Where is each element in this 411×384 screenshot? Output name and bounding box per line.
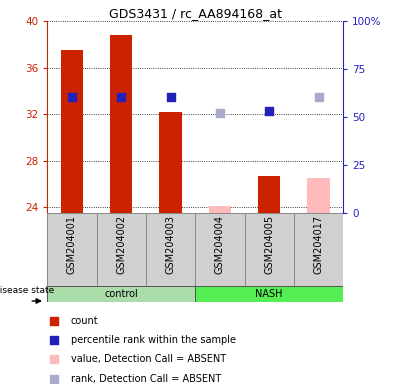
Bar — [209, 206, 231, 213]
Text: NASH: NASH — [256, 289, 283, 299]
Text: value, Detection Call = ABSENT: value, Detection Call = ABSENT — [71, 354, 226, 364]
Text: rank, Detection Call = ABSENT: rank, Detection Call = ABSENT — [71, 374, 221, 384]
Bar — [294, 213, 343, 286]
Bar — [195, 213, 245, 286]
Text: percentile rank within the sample: percentile rank within the sample — [71, 335, 236, 345]
Bar — [258, 176, 280, 213]
Bar — [195, 286, 343, 302]
Bar — [47, 286, 195, 302]
Point — [51, 337, 58, 343]
Text: GSM204001: GSM204001 — [67, 215, 77, 273]
Text: GSM204003: GSM204003 — [166, 215, 175, 273]
Point — [51, 318, 58, 324]
Bar — [61, 50, 83, 213]
Bar — [245, 213, 294, 286]
Point — [315, 94, 322, 100]
Point — [266, 108, 272, 114]
Text: GSM204004: GSM204004 — [215, 215, 225, 273]
Bar — [159, 112, 182, 213]
Point — [51, 356, 58, 362]
Bar — [146, 213, 195, 286]
Text: GSM204005: GSM204005 — [264, 215, 274, 274]
Bar — [47, 213, 97, 286]
Bar — [307, 178, 330, 213]
Bar — [110, 35, 132, 213]
Text: GSM204002: GSM204002 — [116, 215, 126, 274]
Point — [118, 94, 125, 100]
Point — [69, 94, 75, 100]
Bar — [97, 213, 146, 286]
Text: control: control — [104, 289, 138, 299]
Text: count: count — [71, 316, 98, 326]
Point — [167, 94, 174, 100]
Point — [51, 376, 58, 382]
Text: disease state: disease state — [0, 286, 54, 295]
Point — [217, 110, 223, 116]
Title: GDS3431 / rc_AA894168_at: GDS3431 / rc_AA894168_at — [109, 7, 282, 20]
Text: GSM204017: GSM204017 — [314, 215, 323, 274]
